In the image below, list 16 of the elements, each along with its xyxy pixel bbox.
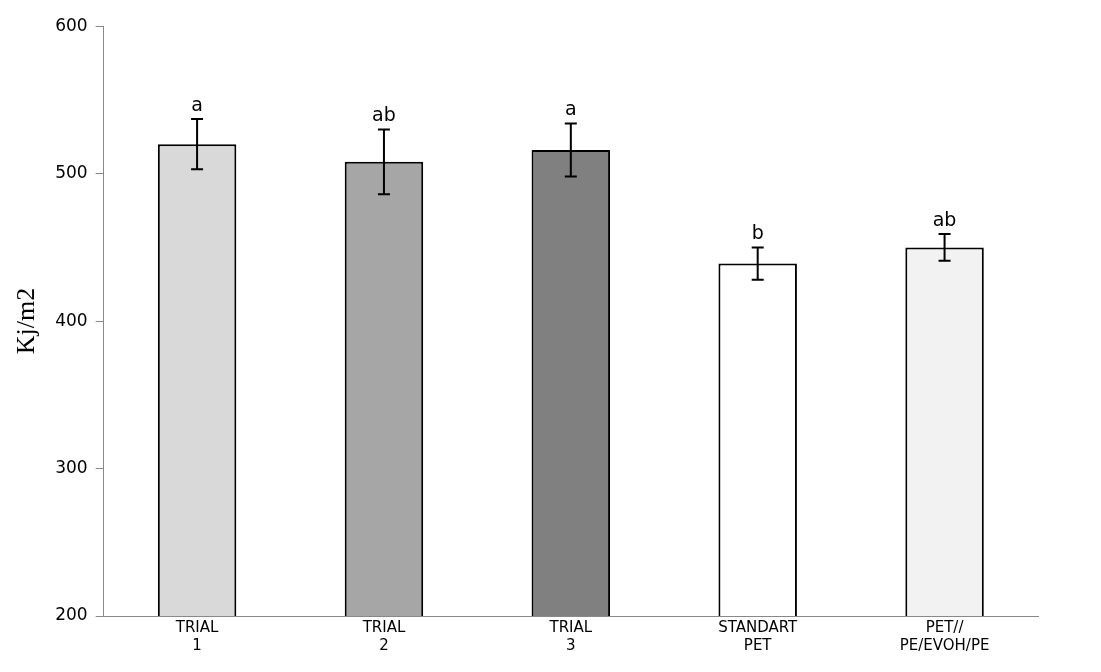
x-tick-label: STANDART PET	[718, 617, 799, 654]
x-tick-label: TRIAL 1	[174, 617, 220, 654]
annotation: b	[751, 220, 764, 243]
y-tick-label: 400	[55, 309, 88, 330]
annotation: ab	[372, 102, 396, 125]
y-tick-label: 600	[55, 14, 88, 35]
annotation: a	[191, 92, 203, 115]
y-tick-label: 300	[55, 456, 88, 477]
x-tick-label: PET// PE/EVOH/PE	[899, 617, 990, 654]
annotation: ab	[932, 207, 957, 230]
y-tick-label: 200	[55, 604, 88, 625]
annotation: a	[565, 96, 577, 119]
x-tick-label: TRIAL 3	[548, 617, 593, 654]
y-tick-label: 500	[55, 162, 88, 183]
x-tick-label: TRIAL 2	[361, 617, 406, 654]
y-axis-title: Kj/m2	[11, 287, 41, 355]
